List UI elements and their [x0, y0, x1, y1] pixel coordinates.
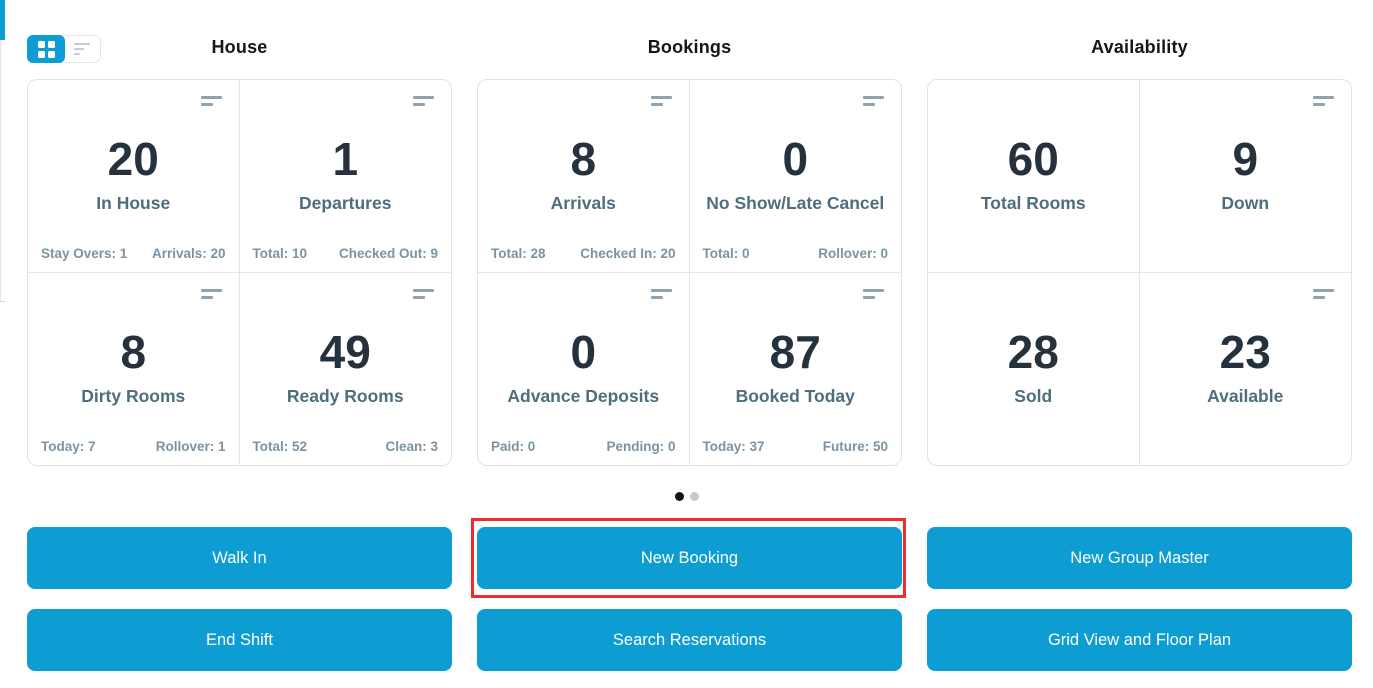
view-toggle: [27, 35, 101, 63]
grid-view-icon: [37, 40, 55, 58]
stat-label: In House: [96, 193, 171, 213]
stat-footer-left: Total: 28: [491, 245, 546, 261]
stat-card-dirty-rooms[interactable]: 8 Dirty Rooms Today: 7 Rollover: 1: [28, 272, 240, 465]
card-menu-icon[interactable]: [1313, 288, 1334, 299]
stat-card-booked-today[interactable]: 87 Booked Today Today: 37 Future: 50: [690, 273, 902, 466]
section-title-availability: Availability: [1091, 37, 1188, 57]
stat-footer-right: Future: 50: [822, 439, 888, 454]
new-group-master-button[interactable]: New Group Master: [927, 527, 1352, 589]
stat-card-sold[interactable]: 28 Sold: [928, 272, 1140, 465]
stat-footer-right: Checked In: 20: [580, 245, 676, 261]
walk-in-button[interactable]: Walk In: [27, 527, 452, 589]
grid-view-floor-plan-button[interactable]: Grid View and Floor Plan: [927, 609, 1352, 671]
stat-card-departures[interactable]: 1 Departures Total: 10 Checked Out: 9: [239, 80, 451, 273]
card-menu-icon[interactable]: [200, 96, 222, 106]
stat-card-no-show-late-cancel[interactable]: 0 No Show/Late Cancel Total: 0 Rollover:…: [689, 80, 901, 273]
grid-view-toggle-button[interactable]: [27, 35, 65, 63]
stat-label: Booked Today: [735, 385, 855, 406]
card-menu-icon[interactable]: [200, 288, 222, 299]
stat-footer-left: Total: 52: [252, 439, 308, 454]
stat-label: Dirty Rooms: [81, 385, 186, 406]
stat-value: 23: [1219, 325, 1271, 378]
drawer-edge-tick: [0, 301, 5, 302]
section-title-bookings: Bookings: [647, 37, 732, 57]
card-menu-icon[interactable]: [1313, 96, 1334, 106]
stat-label: Advance Deposits: [507, 385, 660, 406]
stat-card-advance-deposits[interactable]: 0 Advance Deposits Paid: 0 Pending: 0: [478, 272, 690, 465]
new-booking-button[interactable]: New Booking: [477, 527, 902, 589]
stat-value: 20: [107, 133, 159, 185]
stat-footer-right: Clean: 3: [385, 439, 438, 454]
stat-footer-left: Paid: 0: [491, 439, 536, 454]
search-reservations-button[interactable]: Search Reservations: [477, 609, 902, 671]
carousel-dot-active[interactable]: [674, 492, 684, 501]
stat-footer-right: Checked Out: 9: [338, 245, 438, 261]
stat-card-arrivals[interactable]: 8 Arrivals Total: 28 Checked In: 20: [478, 80, 690, 273]
card-menu-icon[interactable]: [650, 288, 672, 299]
stat-footer-left: Total: 10: [252, 245, 308, 261]
end-shift-button[interactable]: End Shift: [27, 609, 452, 671]
carousel-dots: [0, 492, 1373, 501]
stat-footer-left: Stay Overs: 1: [41, 245, 128, 261]
stat-card-ready-rooms[interactable]: 49 Ready Rooms Total: 52 Clean: 3: [240, 273, 452, 466]
list-view-toggle-button[interactable]: [64, 36, 100, 62]
house-stat-box: 20 In House Stay Overs: 1 Arrivals: 20 1…: [27, 79, 452, 466]
drawer-edge-line: [0, 40, 1, 301]
stat-footer-right: Pending: 0: [606, 439, 676, 454]
stat-value: 87: [769, 325, 821, 378]
stat-label: Ready Rooms: [286, 385, 404, 406]
stat-footer-right: Rollover: 0: [818, 245, 888, 261]
carousel-dot[interactable]: [689, 492, 699, 501]
stat-card-available[interactable]: 23 Available: [1140, 273, 1352, 466]
section-title-house: House: [211, 37, 268, 57]
stat-label: Available: [1207, 385, 1284, 406]
stat-card-down[interactable]: 9 Down: [1139, 80, 1351, 273]
stat-footer-left: Today: 37: [702, 439, 765, 454]
stat-label: No Show/Late Cancel: [706, 193, 885, 213]
stat-value: 60: [1007, 133, 1059, 185]
stat-footer-left: Total: 0: [702, 245, 750, 261]
stat-value: 9: [1232, 133, 1259, 185]
stat-value: 49: [319, 325, 371, 378]
stat-value: 8: [570, 133, 597, 185]
stat-label: Arrivals: [550, 193, 616, 213]
card-menu-icon[interactable]: [863, 96, 884, 106]
stat-footer-left: Today: 7: [41, 439, 96, 454]
stat-footer-right: Arrivals: 20: [151, 245, 226, 261]
stat-label: Sold: [1014, 385, 1053, 406]
list-view-icon: [74, 43, 90, 55]
card-menu-icon[interactable]: [413, 96, 434, 106]
drawer-accent-bar: [0, 0, 5, 40]
stat-value: 0: [782, 133, 809, 185]
stat-value: 8: [120, 325, 147, 378]
card-menu-icon[interactable]: [413, 288, 434, 299]
stat-label: Total Rooms: [980, 193, 1086, 213]
stat-card-total-rooms[interactable]: 60 Total Rooms: [928, 80, 1140, 273]
stat-label: Departures: [299, 193, 392, 213]
stat-label: Down: [1221, 193, 1270, 213]
availability-stat-box: 60 Total Rooms 9 Down 28 Sold 23 Availab…: [927, 79, 1352, 466]
stat-card-in-house[interactable]: 20 In House Stay Overs: 1 Arrivals: 20: [28, 80, 240, 273]
stat-footer-right: Rollover: 1: [155, 439, 226, 454]
stat-value: 0: [570, 325, 597, 378]
stat-value: 28: [1007, 325, 1059, 378]
card-menu-icon[interactable]: [863, 288, 884, 299]
stat-value: 1: [332, 133, 359, 185]
bookings-stat-box: 8 Arrivals Total: 28 Checked In: 20 0 No…: [477, 79, 902, 466]
card-menu-icon[interactable]: [650, 96, 672, 106]
